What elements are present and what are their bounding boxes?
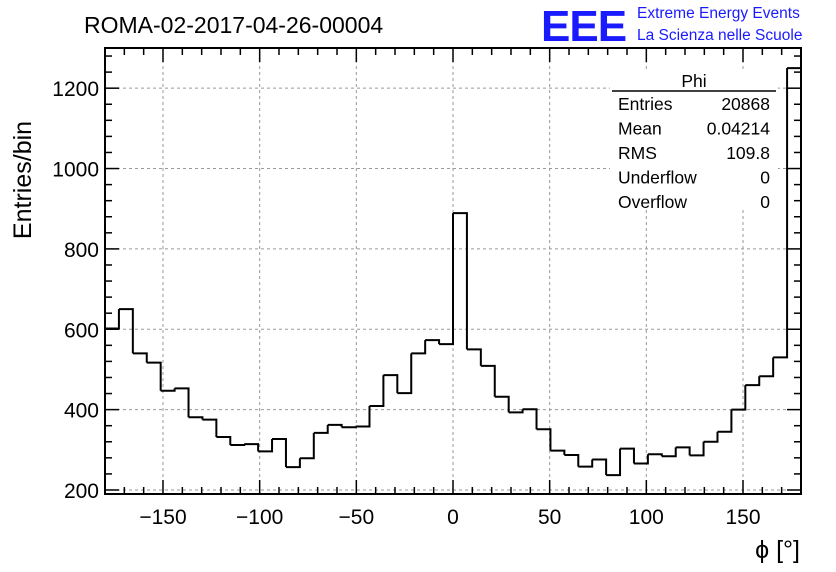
histogram-bin [425,339,441,345]
y-axis-label: Entries/bin [9,121,37,239]
stats-row-value: 109.8 [726,143,770,163]
histogram-bin [118,308,134,354]
histogram-bin [355,406,371,428]
histogram-bin [675,446,691,456]
histogram-bin [661,447,677,458]
x-tick-label: −150 [139,506,186,529]
stats-row-value: 0 [760,168,770,188]
histogram-bin [397,353,413,395]
x-axis-label: ϕ [°] [755,536,800,564]
stats-row-label: Underflow [618,168,697,188]
histogram-bin [244,443,260,452]
histogram-bin [230,443,246,446]
x-tick-label: 100 [629,506,664,529]
x-tick-labels: −150 −100 −50 0 50 100 150 [139,506,760,529]
y-tick-label: 800 [64,239,99,262]
y-tick-label: 200 [64,480,99,503]
histogram-bin [759,357,775,378]
histogram-bin [174,387,190,418]
histogram-bin [453,212,468,350]
histogram-bin [606,448,622,477]
stats-row-label: RMS [618,143,657,163]
histogram-bin [258,438,274,453]
histogram-bin [703,431,719,443]
stats-row-value: 20868 [721,94,770,114]
histogram-bin [620,447,635,464]
histogram-bin [411,340,427,355]
histogram-bin [383,374,399,394]
axis-ticks [104,48,802,494]
stats-row-value: 0 [760,192,770,212]
histogram-bin [313,424,329,434]
histogram-bin [522,408,538,430]
histogram-bin [494,395,510,413]
y-tick-label: 400 [64,400,99,423]
histogram-bin [717,409,733,433]
histogram-bin [369,375,385,408]
histogram-bin [773,68,789,359]
y-tick-label: 600 [64,319,99,342]
x-tick-label: 50 [538,506,561,529]
histogram-bin [146,361,162,391]
histogram-bin [689,441,705,457]
x-tick-label: −100 [236,506,283,529]
histogram-bin [633,454,649,465]
histogram-bin [564,454,580,467]
eee-logo: EEE Extreme Energy Events La Scienza nel… [541,2,802,51]
histogram-bin [592,458,608,476]
histogram-bin [216,435,232,445]
x-tick-label: −50 [339,506,375,529]
histogram-bin [202,418,218,437]
y-tick-labels: 200 400 600 800 1000 1200 [52,78,99,503]
y-tick-label: 1200 [52,78,99,101]
histogram-bin [466,348,482,366]
histogram-bin [439,213,454,346]
histogram-bin [745,376,761,387]
histogram-bin [132,352,148,363]
stats-row-label: Overflow [618,192,687,212]
histogram-bin [536,428,552,451]
histogram-bin [731,385,747,411]
histogram-bin [578,459,594,468]
histogram-bin [299,432,315,460]
histogram-bin [508,409,524,414]
logo-line-2: La Scienza nelle Scuole [637,27,802,44]
histogram-bin [480,364,496,397]
histogram-bin [341,426,357,429]
chart-title: ROMA-02-2017-04-26-00004 [84,12,383,38]
stats-box-bg [610,70,778,210]
x-tick-label: 0 [447,506,459,529]
logo-mark: EEE [541,2,626,51]
stats-row-label: Entries [618,94,673,114]
histogram-bin [272,437,287,468]
histogram-bin [285,458,301,469]
histogram-bin [550,449,566,456]
stats-row-label: Mean [618,119,662,139]
stats-box-title: Phi [681,71,706,91]
stats-row-value: 0.04214 [707,119,771,139]
logo-line-1: Extreme Energy Events [637,5,800,22]
stats-box: Phi Entries 20868 Mean 0.04214 RMS 109.8 Under… [610,70,778,212]
x-tick-label: 150 [725,506,760,529]
y-tick-label: 1000 [52,159,99,182]
